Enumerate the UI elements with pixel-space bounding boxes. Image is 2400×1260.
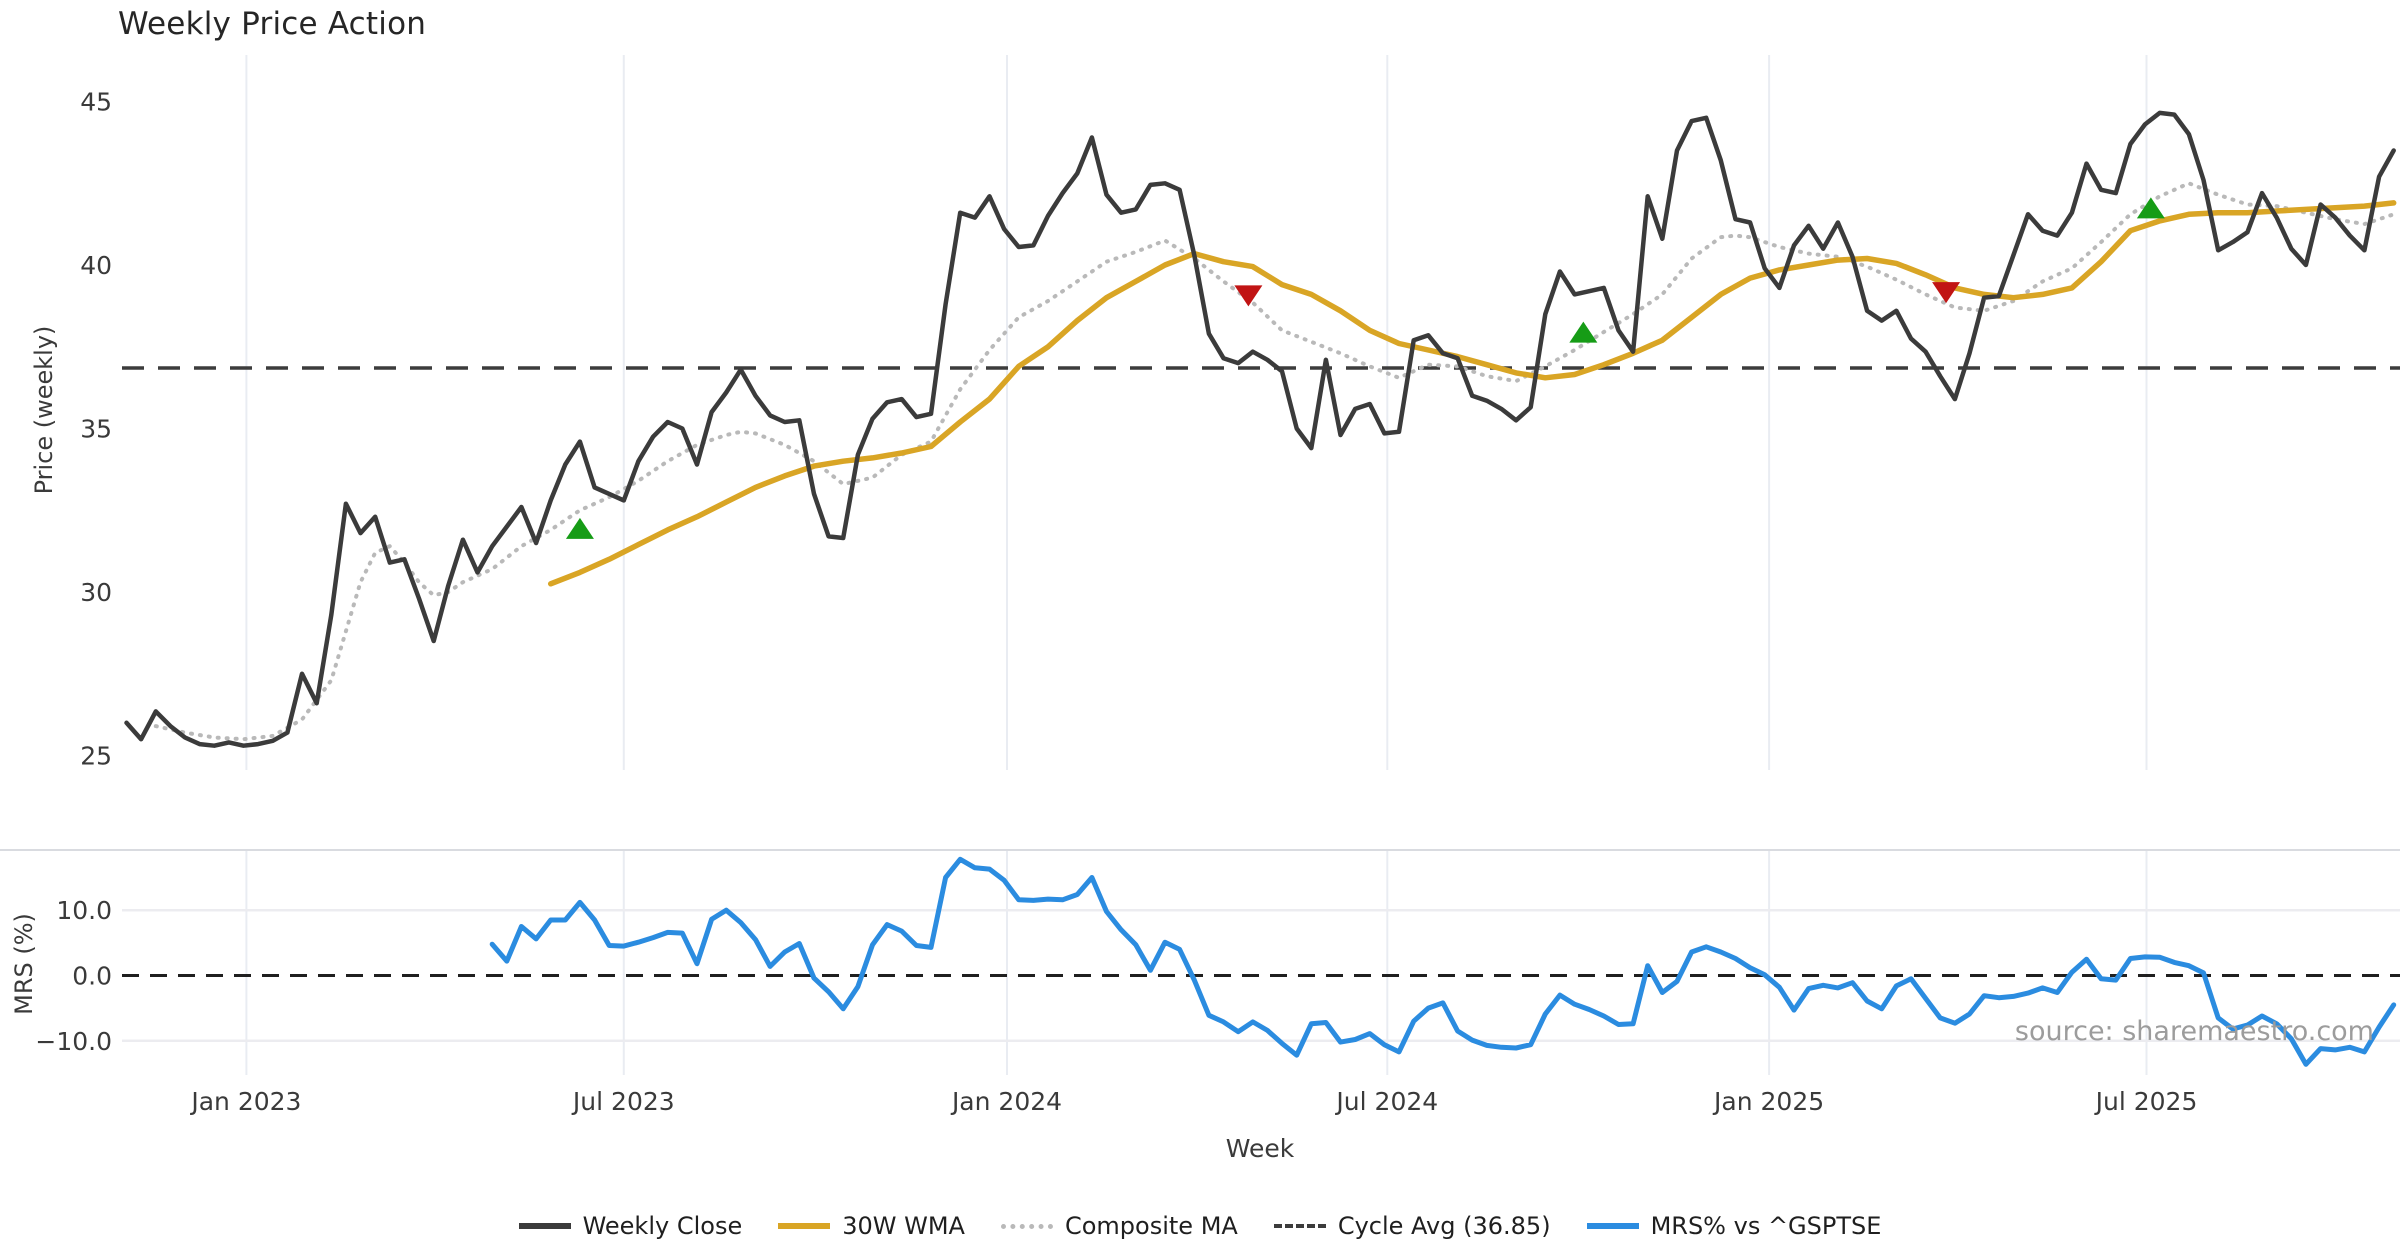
mrs-axis-label: MRS (%) [10,913,38,1015]
legend-label: 30W WMA [842,1212,965,1240]
x-tick-label: Jul 2024 [1334,1087,1438,1116]
x-tick-label: Jul 2023 [571,1087,675,1116]
line-sample-icon [1273,1224,1326,1228]
series-composite-ma [153,181,2396,742]
buy-signal-marker [565,517,594,539]
legend-label: Cycle Avg (36.85) [1337,1212,1551,1240]
sell-signal-marker [1234,285,1263,307]
legend-item-mrs: MRS% vs ^GSPTSE [1586,1212,1882,1240]
price-tick-label: 25 [80,742,112,771]
legend-item-30w-wma: 30W WMA [778,1212,965,1240]
legend-label: Composite MA [1064,1212,1238,1240]
series-weekly-close [124,110,2396,748]
page-title: Weekly Price Action [118,6,427,42]
price-tick-label: 45 [80,88,112,117]
mrs-tick-label: −10.0 [35,1027,112,1056]
legend-item-composite-ma: Composite MA [1000,1212,1238,1240]
mrs-tick-label: 10.0 [56,896,112,925]
buy-signal-marker [1569,321,1598,343]
price-tick-label: 35 [80,415,112,444]
source-note: source: sharemaestro.com [2014,1016,2374,1047]
line-sample-icon [778,1223,831,1229]
sell-signal-marker [1932,282,1961,304]
x-tick-label: Jul 2025 [2094,1087,2198,1116]
line-sample-icon [1000,1223,1053,1229]
mrs-tick-label: 0.0 [72,962,112,991]
x-axis-label: Week [1225,1134,1295,1163]
x-tick-label: Jan 2024 [950,1087,1062,1116]
x-tick-label: Jan 2025 [1712,1087,1824,1116]
legend-label: MRS% vs ^GSPTSE [1650,1212,1882,1240]
legend-item-weekly-close: Weekly Close [518,1212,743,1240]
x-tick-label: Jan 2023 [189,1087,301,1116]
buy-signal-marker [2136,197,2165,219]
price-tick-label: 40 [80,251,112,280]
price-axis-label: Price (weekly) [30,325,58,495]
price-tick-label: 30 [80,578,112,607]
series-mrs-vs-gsptse [489,856,2397,1067]
line-sample-icon [518,1223,571,1229]
legend-label: Weekly Close [582,1212,743,1240]
chart-legend: Weekly Close 30W WMA Composite MA Cycle … [0,1212,2400,1240]
legend-item-cycle-avg: Cycle Avg (36.85) [1273,1212,1551,1240]
line-sample-icon [1586,1223,1639,1229]
